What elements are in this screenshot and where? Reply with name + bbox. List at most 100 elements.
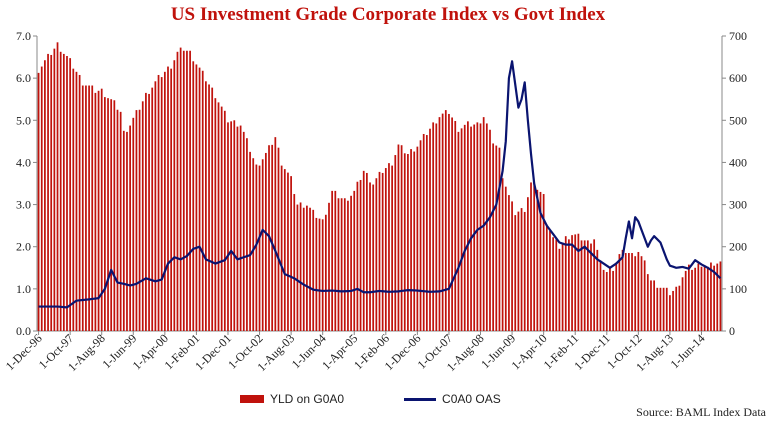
- bar: [511, 201, 513, 331]
- bar: [252, 158, 255, 331]
- bar: [230, 121, 233, 331]
- bar: [646, 274, 649, 331]
- right-tick-label: 100: [729, 282, 747, 296]
- bar: [173, 60, 176, 331]
- bar: [56, 42, 59, 331]
- bar: [684, 270, 687, 331]
- bar: [78, 74, 81, 331]
- bar: [672, 290, 674, 331]
- bar: [85, 85, 87, 332]
- bar: [489, 129, 491, 331]
- bar: [239, 125, 242, 331]
- bar: [719, 261, 722, 331]
- bar: [88, 85, 90, 332]
- bar: [536, 189, 539, 331]
- bar: [160, 77, 163, 331]
- bar: [678, 285, 681, 331]
- bar: [223, 110, 226, 331]
- bar: [44, 60, 46, 331]
- bar: [214, 98, 217, 331]
- oas-line: [38, 60, 722, 309]
- bar: [37, 72, 40, 332]
- bar: [400, 145, 403, 331]
- bar: [94, 92, 97, 331]
- bar: [62, 53, 65, 331]
- bar: [132, 117, 135, 331]
- legend-label-bars: YLD on G0A0: [270, 392, 345, 406]
- bar: [451, 117, 453, 331]
- bar: [366, 172, 368, 331]
- bar: [397, 144, 400, 331]
- bar: [612, 270, 614, 331]
- bar: [113, 100, 116, 332]
- bar: [347, 200, 349, 331]
- bar: [716, 263, 719, 331]
- chart-legend: YLD on G0A0 C0A0 OAS: [240, 392, 501, 406]
- bar: [687, 264, 690, 332]
- bar: [217, 102, 220, 331]
- bar: [681, 277, 684, 331]
- bar: [176, 51, 179, 332]
- bar: [236, 126, 239, 331]
- bar: [504, 186, 507, 331]
- bar: [75, 71, 78, 331]
- bar: [448, 113, 450, 332]
- bar: [280, 165, 283, 331]
- bar: [542, 194, 545, 331]
- bar: [334, 190, 337, 332]
- bar: [287, 172, 289, 331]
- bar: [628, 253, 630, 331]
- bar: [659, 287, 662, 331]
- bar: [328, 202, 330, 331]
- bar: [463, 124, 466, 331]
- bar: [340, 198, 343, 331]
- bar: [416, 146, 419, 332]
- right-tick-label: 400: [729, 155, 747, 169]
- bar: [571, 235, 573, 332]
- bar: [283, 169, 286, 331]
- bar: [163, 71, 166, 331]
- bar: [353, 190, 356, 332]
- bar: [706, 266, 709, 331]
- bar: [69, 58, 72, 332]
- bar: [40, 66, 43, 332]
- bar: [662, 287, 665, 331]
- bar: [384, 168, 387, 331]
- bar: [179, 47, 182, 332]
- bar: [697, 263, 700, 331]
- bar: [602, 269, 605, 331]
- bar: [375, 178, 378, 331]
- chart-title: US Investment Grade Corporate Index vs G…: [170, 4, 606, 25]
- bar: [261, 159, 264, 331]
- right-tick-label: 200: [729, 240, 747, 254]
- bar: [555, 239, 558, 331]
- bar: [195, 64, 198, 331]
- legend-swatch-bars: [240, 395, 264, 403]
- bar: [694, 267, 697, 331]
- bar: [596, 249, 599, 332]
- bar: [675, 286, 678, 331]
- legend-swatch-line: [404, 397, 437, 401]
- bar: [255, 164, 258, 331]
- bar: [580, 240, 583, 331]
- bar: [201, 70, 204, 332]
- bar: [653, 280, 655, 331]
- bar: [220, 106, 223, 331]
- bar: [403, 153, 406, 331]
- bar: [407, 154, 409, 331]
- bar: [205, 81, 207, 331]
- bar: [170, 68, 173, 331]
- bar: [274, 137, 277, 331]
- bar: [302, 207, 305, 331]
- bar: [337, 198, 340, 331]
- bar: [457, 131, 460, 331]
- bar: [53, 48, 56, 331]
- bar: [126, 131, 128, 332]
- bar: [561, 242, 564, 331]
- bar: [413, 151, 416, 331]
- bar: [350, 195, 352, 331]
- bar: [501, 178, 504, 331]
- bar: [574, 234, 577, 331]
- bar: [331, 190, 334, 332]
